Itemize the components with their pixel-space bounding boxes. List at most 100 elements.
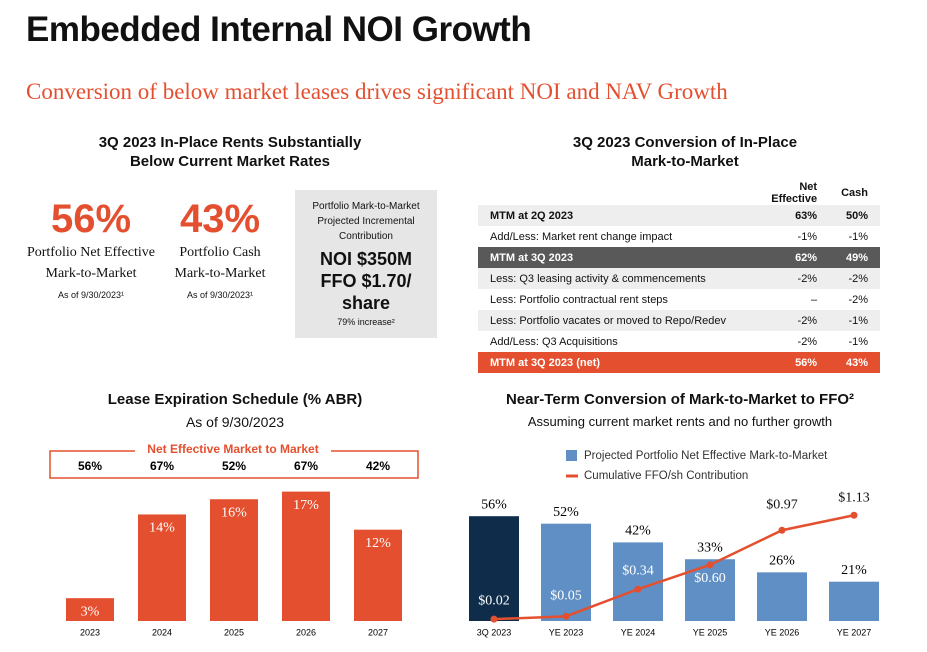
row-label: MTM at 2Q 2023 [478, 205, 742, 226]
table-row: Add/Less: Market rent change impact -1% -1… [478, 226, 880, 247]
table-value: 56% [742, 352, 830, 373]
column-header: Net Effective [771, 181, 818, 205]
x-tick-label: YE 2026 [765, 627, 800, 637]
line-label: $0.60 [694, 571, 726, 586]
mtm-title-bg [135, 443, 331, 457]
table-value: -1% [797, 230, 818, 243]
table-row: MTM at 2Q 2023 63% 50% [478, 205, 880, 226]
line-point [490, 615, 498, 623]
box-noi: NOI $350M [319, 249, 413, 269]
legend-swatch [566, 450, 577, 461]
table-row: Less: Q3 leasing activity & commencement… [478, 268, 880, 289]
bar [469, 516, 519, 621]
table-value: -2% [848, 293, 868, 306]
chart-subtitle: As of 9/30/2023 [185, 414, 285, 430]
mtm-title: Net Effective Market to Market [147, 442, 318, 456]
section-title: 3Q 2023 In-Place Rents Substantially Bel… [98, 134, 362, 170]
table-value: 50% [829, 205, 880, 226]
bar [541, 523, 591, 621]
row-label: Add/Less: Q3 Acquisitions [490, 335, 618, 348]
line-label: $1.13 [838, 490, 870, 505]
stat: 56% Portfolio Net Effective Mark-to-Mark… [26, 196, 156, 300]
chart-subtitle: Assuming current market rents and no fur… [527, 414, 833, 429]
table-body: MTM at 2Q 2023 63% 50% Add/Less: Market ren… [478, 205, 880, 373]
table-value: 62% [742, 247, 830, 268]
table-value: -2% [797, 335, 818, 348]
bar-label: 17% [293, 498, 319, 513]
line-point [850, 511, 858, 519]
line-point [562, 612, 570, 620]
bar-label: 56% [481, 497, 507, 512]
x-tick-label: 2026 [296, 627, 316, 637]
bar-label: 14% [149, 521, 175, 536]
bar [757, 572, 807, 621]
stat-note: As of 9/30/2023¹ [186, 290, 254, 300]
x-tick-label: 3Q 2023 [477, 627, 512, 637]
x-tick-label: 2023 [80, 627, 100, 637]
table-value: -2% [742, 310, 830, 331]
line-point [778, 526, 786, 534]
legend-label: Projected Portfolio Net Effective Mark-t… [584, 450, 828, 462]
table-value: 49% [829, 247, 880, 268]
table-row: MTM at 3Q 2023 (net) 56% 43% [478, 352, 880, 373]
x-tick-label: 2025 [224, 627, 244, 637]
bar [210, 499, 258, 621]
mtm-value: 67% [294, 459, 318, 473]
row-label: MTM at 3Q 2023 [478, 247, 742, 268]
stat-value: 43% [179, 197, 261, 241]
mtm-value: 52% [222, 459, 246, 473]
chart-title: Lease Expiration Schedule (% ABR) [107, 391, 363, 408]
table-value: -1% [848, 230, 868, 243]
table-value: -2% [829, 268, 880, 289]
table-row: Less: Portfolio contractual rent steps – -… [478, 289, 880, 310]
stat-note: As of 9/30/2023¹ [57, 290, 125, 300]
legend-label: Cumulative FFO/sh Contribution [584, 470, 748, 482]
table-value: 63% [742, 205, 830, 226]
mtm-value: 56% [78, 459, 102, 473]
bar [685, 559, 735, 621]
row-label: Add/Less: Market rent change impact [490, 230, 673, 243]
table-value: 43% [829, 352, 880, 373]
mtm-table: Net Effective Cash MTM at 2Q 2023 63% 50% A… [478, 181, 880, 373]
stat-label: Portfolio Cash Mark-to-Market [174, 245, 266, 281]
row-label: Less: Portfolio contractual rent steps [490, 293, 668, 306]
x-tick-label: YE 2025 [693, 627, 728, 637]
section-title: 3Q 2023 Conversion of In-Place Mark-to-M… [572, 134, 798, 170]
bar [829, 581, 879, 621]
row-label: MTM at 3Q 2023 (net) [478, 352, 742, 373]
bar-label: 21% [841, 563, 867, 578]
line-label: $0.34 [622, 563, 654, 578]
row-label: Less: Portfolio vacates or moved to Repo… [478, 310, 742, 331]
chart-title: Near-Term Conversion of Mark-to-Market t… [505, 391, 855, 408]
x-tick-label: YE 2024 [621, 627, 656, 637]
x-tick-label: 2027 [368, 627, 388, 637]
bar [138, 514, 186, 621]
bar [66, 598, 114, 621]
box-ffo: FFO $1.70/ share [320, 271, 412, 313]
bar-label: 3% [81, 604, 100, 619]
stat-label: Portfolio Net Effective Mark-to-Market [26, 245, 156, 281]
table-value: -2% [742, 268, 830, 289]
x-tick-label: 2024 [152, 627, 172, 637]
bar-label: 52% [553, 505, 579, 520]
line-point [634, 585, 642, 593]
stat: 43% Portfolio Cash Mark-to-Market As of … [155, 196, 285, 300]
box-caption: Portfolio Mark-to-Market Projected Incre… [312, 201, 420, 242]
table-row: MTM at 3Q 2023 62% 49% [478, 247, 880, 268]
bar-label: 33% [697, 540, 723, 555]
bar-label: 42% [625, 524, 651, 539]
bar [354, 529, 402, 621]
table-header: Net Effective Cash [478, 181, 880, 205]
line-label: $0.97 [766, 497, 798, 512]
mtm-value: 67% [150, 459, 174, 473]
bar-label: 12% [365, 536, 391, 551]
slide-title: Embedded Internal NOI Growth [26, 10, 532, 49]
box-note: 79% increase² [337, 317, 395, 327]
table-value: -1% [829, 310, 880, 331]
row-label: Less: Q3 leasing activity & commencement… [478, 268, 742, 289]
bar [613, 542, 663, 621]
line [493, 514, 855, 621]
